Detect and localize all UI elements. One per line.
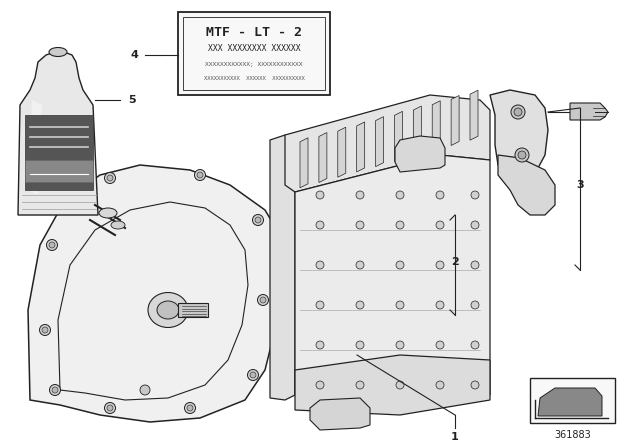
Circle shape <box>471 301 479 309</box>
Circle shape <box>316 341 324 349</box>
Ellipse shape <box>99 208 117 218</box>
Circle shape <box>52 387 58 393</box>
Circle shape <box>396 301 404 309</box>
Text: 5: 5 <box>128 95 136 105</box>
Polygon shape <box>285 95 490 192</box>
Polygon shape <box>413 106 421 156</box>
Circle shape <box>356 191 364 199</box>
Polygon shape <box>338 127 346 177</box>
Circle shape <box>187 405 193 411</box>
Circle shape <box>260 297 266 303</box>
Text: MTF - LT - 2: MTF - LT - 2 <box>206 26 302 39</box>
Circle shape <box>356 261 364 269</box>
Circle shape <box>140 385 150 395</box>
Polygon shape <box>395 136 445 172</box>
Text: XXXXXXXXXXX  XXXXXX  XXXXXXXXXX: XXXXXXXXXXX XXXXXX XXXXXXXXXX <box>204 76 305 81</box>
Circle shape <box>316 301 324 309</box>
Circle shape <box>248 370 259 380</box>
Circle shape <box>42 327 48 333</box>
Circle shape <box>356 221 364 229</box>
Polygon shape <box>28 100 42 195</box>
Polygon shape <box>470 90 478 140</box>
Polygon shape <box>310 398 370 430</box>
Circle shape <box>518 151 526 159</box>
Polygon shape <box>356 122 365 172</box>
Ellipse shape <box>111 221 125 229</box>
Text: 1: 1 <box>451 432 459 442</box>
Circle shape <box>471 261 479 269</box>
Circle shape <box>515 148 529 162</box>
Circle shape <box>49 384 61 396</box>
Circle shape <box>255 217 261 223</box>
Polygon shape <box>376 116 383 167</box>
Circle shape <box>471 341 479 349</box>
Circle shape <box>436 261 444 269</box>
Circle shape <box>257 294 269 306</box>
Text: 361883: 361883 <box>554 430 591 440</box>
Circle shape <box>471 221 479 229</box>
Bar <box>25 160 93 182</box>
Circle shape <box>396 341 404 349</box>
Text: XXX XXXXXXXX XXXXXX: XXX XXXXXXXX XXXXXX <box>208 43 300 52</box>
Polygon shape <box>28 165 280 422</box>
Circle shape <box>436 191 444 199</box>
Polygon shape <box>18 52 98 215</box>
Ellipse shape <box>157 301 179 319</box>
Text: 4: 4 <box>130 50 138 60</box>
Circle shape <box>250 372 256 378</box>
Polygon shape <box>490 90 548 175</box>
Circle shape <box>436 341 444 349</box>
Bar <box>530 378 615 423</box>
Circle shape <box>436 301 444 309</box>
Circle shape <box>471 191 479 199</box>
Circle shape <box>49 242 55 248</box>
Polygon shape <box>451 95 459 146</box>
Circle shape <box>356 301 364 309</box>
Circle shape <box>396 221 404 229</box>
Circle shape <box>436 221 444 229</box>
Circle shape <box>356 381 364 389</box>
Circle shape <box>356 341 364 349</box>
Polygon shape <box>319 133 327 182</box>
Bar <box>178 12 330 95</box>
Circle shape <box>197 172 203 178</box>
Circle shape <box>316 191 324 199</box>
Circle shape <box>195 169 205 181</box>
Circle shape <box>107 175 113 181</box>
Polygon shape <box>394 112 403 161</box>
Circle shape <box>396 381 404 389</box>
Circle shape <box>316 261 324 269</box>
Circle shape <box>396 261 404 269</box>
Polygon shape <box>295 155 490 400</box>
Ellipse shape <box>148 293 188 327</box>
Circle shape <box>47 240 58 250</box>
Circle shape <box>471 381 479 389</box>
Circle shape <box>107 405 113 411</box>
Circle shape <box>40 324 51 336</box>
Polygon shape <box>295 355 490 415</box>
Circle shape <box>104 172 115 184</box>
Bar <box>178 303 208 317</box>
Bar <box>25 115 93 190</box>
Ellipse shape <box>49 47 67 56</box>
Circle shape <box>436 381 444 389</box>
Circle shape <box>316 381 324 389</box>
Text: 3: 3 <box>576 180 584 190</box>
Text: XXXXXXXXXXXX; XXXXXXXXXXXX: XXXXXXXXXXXX; XXXXXXXXXXXX <box>205 61 303 66</box>
Circle shape <box>396 191 404 199</box>
Polygon shape <box>432 101 440 151</box>
Circle shape <box>104 402 115 414</box>
Circle shape <box>253 215 264 225</box>
Circle shape <box>316 221 324 229</box>
Polygon shape <box>270 135 295 400</box>
Bar <box>183 17 325 90</box>
Polygon shape <box>538 388 602 416</box>
Polygon shape <box>570 103 608 120</box>
Circle shape <box>514 108 522 116</box>
Circle shape <box>511 105 525 119</box>
Circle shape <box>184 402 195 414</box>
Polygon shape <box>300 138 308 188</box>
Text: 2: 2 <box>451 257 459 267</box>
Polygon shape <box>498 155 555 215</box>
